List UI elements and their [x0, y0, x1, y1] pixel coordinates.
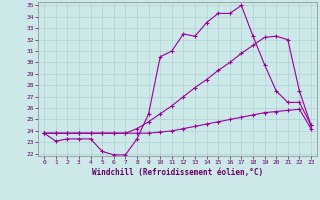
X-axis label: Windchill (Refroidissement éolien,°C): Windchill (Refroidissement éolien,°C) [92, 168, 263, 177]
